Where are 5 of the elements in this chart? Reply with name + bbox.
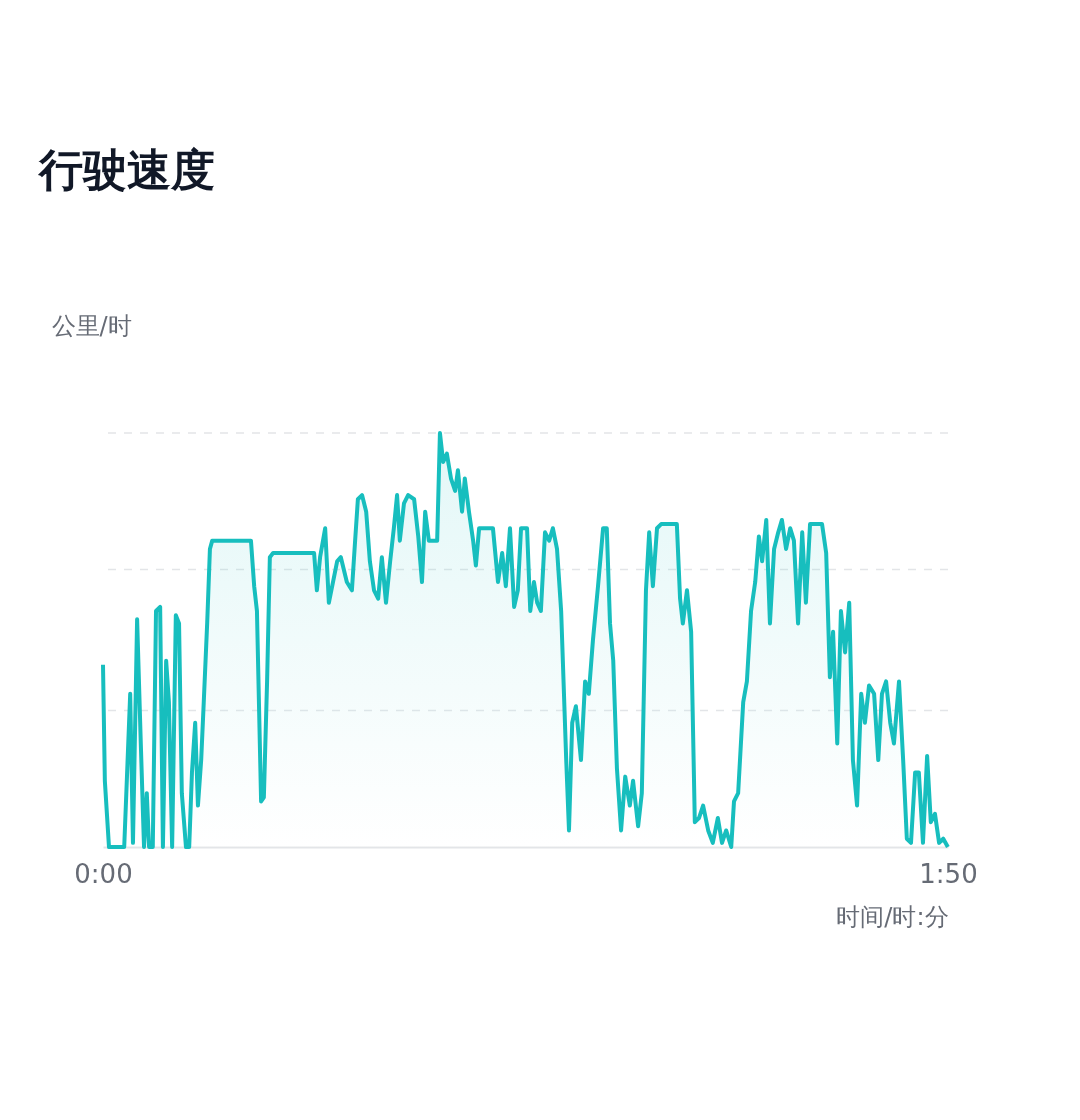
x-axis-title: 时间/时:分 [836,902,949,931]
x-tick-label: 0:00 [74,858,133,889]
chart-title: 行驶速度 [37,144,215,195]
y-axis-title: 公里/时 [51,311,132,340]
x-tick-label: 1:50 [919,858,978,889]
